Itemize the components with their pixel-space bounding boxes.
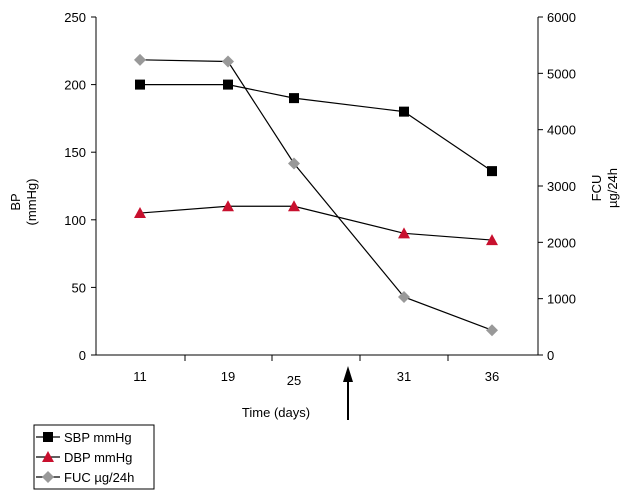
axes: 0 50 100 150 200 250 0 1000 2000 3000 4000 5000 6000… <box>64 10 576 388</box>
x-axis-label: Time (days) <box>242 405 310 420</box>
series-point <box>486 324 498 337</box>
plot-area <box>134 53 498 420</box>
left-tick-label: 50 <box>72 280 86 295</box>
series-point <box>43 432 53 442</box>
series-line <box>140 83 493 172</box>
series-point <box>289 93 299 104</box>
series-point <box>42 471 54 483</box>
series-point <box>134 53 146 66</box>
right-tick-label: 5000 <box>547 66 576 81</box>
x-tick-label: 25 <box>287 373 301 388</box>
legend: SBP mmHg DBP mmHg FUC µg/24h <box>33 424 155 490</box>
series-point <box>134 207 146 219</box>
legend-label: SBP mmHg <box>64 430 132 445</box>
left-axis-label-line2: (mmHg) <box>24 179 39 226</box>
right-axis-label-line1: FCU <box>589 175 604 202</box>
annotation-arrow-head <box>343 366 353 382</box>
series-point <box>486 234 498 246</box>
x-tick-label: 31 <box>397 369 411 384</box>
right-tick-label: 1000 <box>547 292 576 307</box>
x-tick-label: 11 <box>133 369 147 384</box>
series-point <box>399 106 409 117</box>
series-point <box>398 290 410 303</box>
series-2 <box>134 53 498 337</box>
left-tick-label: 150 <box>64 145 86 160</box>
series-1 <box>134 200 498 246</box>
right-tick-label: 3000 <box>547 179 576 194</box>
series-0 <box>135 79 497 177</box>
series-line <box>139 205 493 241</box>
series-point <box>222 200 234 212</box>
series-point <box>222 55 234 68</box>
series-point <box>223 79 233 90</box>
left-tick-label: 250 <box>64 10 86 25</box>
series-point <box>135 79 145 90</box>
right-tick-label: 0 <box>547 348 554 363</box>
series-point <box>42 451 54 462</box>
legend-label: DBP mmHg <box>64 450 132 465</box>
right-tick-label: 6000 <box>547 10 576 25</box>
left-tick-label: 200 <box>64 78 86 93</box>
right-tick-label: 4000 <box>547 123 576 138</box>
left-tick-label: 0 <box>79 348 86 363</box>
x-tick-label: 19 <box>221 369 235 384</box>
right-tick-label: 2000 <box>547 235 576 250</box>
left-axis-label-line1: BP <box>8 193 23 210</box>
right-axis-label-line2: µg/24h <box>605 168 620 208</box>
series-point <box>398 227 410 239</box>
left-tick-label: 100 <box>64 213 86 228</box>
legend-label: FUC µg/24h <box>64 470 134 485</box>
series-point <box>288 157 300 170</box>
series-point <box>487 166 497 177</box>
x-tick-label: 36 <box>485 369 499 384</box>
series-point <box>288 200 300 212</box>
